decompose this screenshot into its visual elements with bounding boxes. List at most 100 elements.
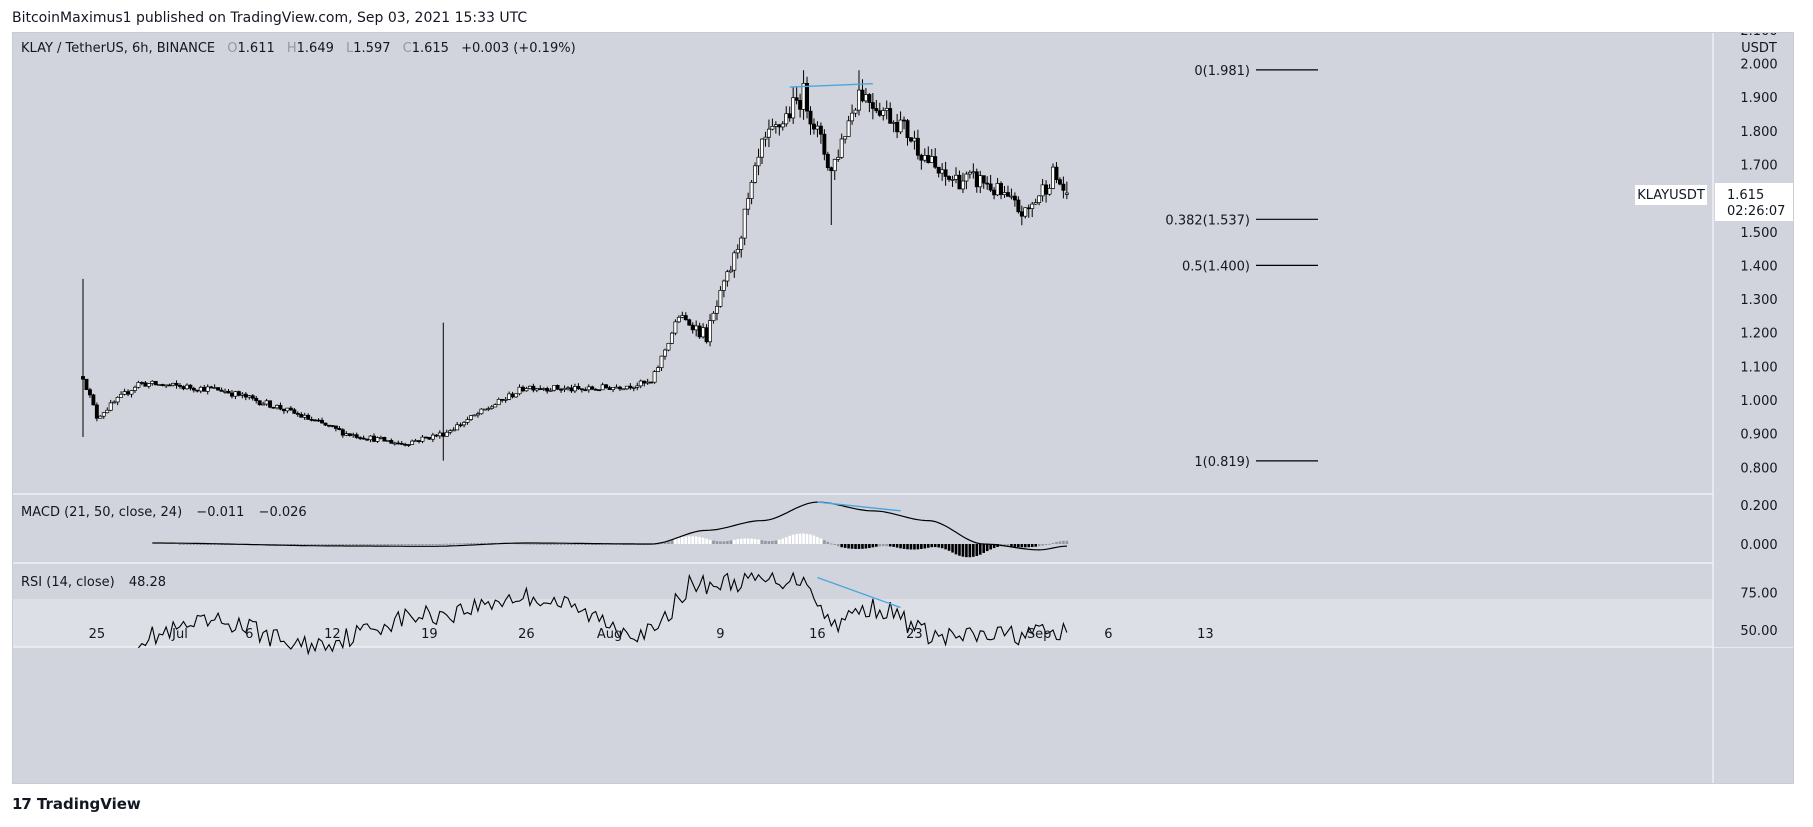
candle-body-down	[84, 378, 89, 391]
macd-histogram-bar	[854, 544, 857, 549]
candle	[1023, 207, 1028, 219]
rsi-tick-label: 50.00	[1740, 624, 1777, 639]
candle-body-down	[243, 393, 248, 398]
price-pane[interactable]	[13, 33, 1713, 494]
macd-histogram-bar	[944, 544, 947, 550]
candle-body-up	[133, 386, 137, 391]
macd-histogram-bar	[972, 544, 975, 557]
rsi-tick-label: 75.00	[1740, 587, 1777, 602]
candle-body-up	[112, 401, 117, 404]
macd-histogram-bar	[961, 544, 965, 557]
candle-body-down	[250, 395, 255, 399]
macd-histogram-bar	[597, 544, 601, 545]
candle-body-up	[784, 113, 789, 125]
candle-body-down	[178, 384, 182, 387]
time-tick-label: 9	[716, 627, 724, 642]
candle-body-up	[223, 390, 227, 393]
candle	[870, 92, 875, 120]
candle-body-down	[278, 404, 283, 410]
candle	[188, 384, 193, 391]
macd-histogram-bar	[1062, 540, 1065, 544]
macd-histogram-bar	[293, 544, 296, 545]
candle-body-up	[1033, 202, 1038, 205]
candle-body-up	[420, 436, 425, 442]
candle	[718, 286, 723, 308]
candle	[669, 331, 674, 345]
macd-histogram-bar	[587, 544, 591, 545]
candle-body-down	[126, 391, 130, 395]
candle-body-down	[794, 97, 799, 101]
macd-tick-label: 0.000	[1740, 538, 1777, 553]
candle	[288, 406, 293, 412]
candle-body-down	[888, 108, 893, 124]
candle-body-up	[995, 183, 1000, 196]
candle-body-down	[867, 94, 872, 103]
macd-histogram-bar	[802, 533, 805, 544]
candle-body-down	[576, 386, 581, 390]
macd-histogram-bar	[660, 542, 663, 544]
chart-frame[interactable]: 0(1.981) 0.382(1.537) 0.5(1.400) 1(0.819) 2…	[12, 32, 1794, 784]
candle	[874, 99, 879, 114]
candle-body-down	[687, 319, 692, 326]
tradingview-footer[interactable]: 17 TradingView	[12, 795, 141, 813]
open-key: O	[227, 41, 237, 56]
candle-body-down	[181, 386, 186, 390]
candles	[81, 70, 1069, 461]
macd-histogram-bar	[538, 543, 542, 545]
macd-histogram-bar	[965, 544, 968, 558]
macd-histogram-bar	[577, 544, 580, 545]
candle-body-down	[1061, 183, 1066, 191]
macd-histogram-bar	[618, 544, 622, 545]
price-axis[interactable]	[1714, 33, 1794, 647]
candle-body-up	[971, 171, 976, 174]
candle-body-down	[372, 435, 376, 442]
time-axis[interactable]	[13, 648, 1794, 784]
candle	[257, 400, 262, 406]
candle-body-down	[919, 154, 924, 161]
candle-body-up	[611, 387, 615, 390]
time-tick-label: Sep	[1027, 627, 1052, 642]
macd-histogram-bar	[691, 536, 695, 544]
candle-body-down	[87, 389, 92, 396]
candle-body-down	[697, 325, 702, 338]
candle	[469, 415, 473, 421]
candle	[361, 435, 366, 440]
candle-body-up	[378, 437, 383, 439]
candle	[1016, 196, 1021, 214]
low-key: L	[346, 41, 354, 56]
candle	[87, 387, 92, 398]
macd-histogram-bar	[663, 542, 667, 544]
macd-histogram-bar	[383, 544, 386, 545]
candle-body-up	[891, 121, 896, 124]
candle	[652, 370, 657, 384]
macd-histogram-bar	[299, 544, 303, 545]
macd-histogram-bar	[615, 544, 618, 545]
macd-histogram-bar	[712, 540, 715, 544]
macd-histogram-bar	[396, 544, 400, 545]
macd-histogram-bar	[784, 537, 788, 544]
macd-histogram-bar	[992, 544, 996, 549]
candle-body-up	[753, 165, 758, 183]
candle	[739, 235, 744, 258]
candle-body-up	[115, 396, 120, 403]
candle	[967, 170, 972, 179]
macd-histogram-bar	[310, 544, 313, 545]
macd-histogram-bar	[1027, 544, 1031, 548]
candle-body-down	[1026, 207, 1031, 210]
candle-body-down	[1019, 211, 1024, 217]
candle-body-down	[915, 137, 920, 156]
macd-histogram-bar	[303, 544, 307, 545]
candle	[81, 278, 85, 438]
chart-svg[interactable]: 0(1.981) 0.382(1.537) 0.5(1.400) 1(0.819) 2…	[13, 33, 1794, 784]
candle-body-up	[503, 398, 508, 401]
candle-body-up	[1051, 166, 1055, 189]
macd-histogram-bar	[590, 544, 594, 545]
candle-body-up	[718, 290, 723, 307]
candle-body-up	[164, 384, 169, 387]
price-axis-currency: USDT	[1741, 41, 1777, 56]
last-price-tag[interactable]: KLAYUSDT 1.615 02:26:07	[1635, 183, 1794, 221]
candle-body-down	[947, 176, 952, 180]
candle	[482, 408, 487, 411]
candle-body-down	[417, 440, 421, 442]
candle	[94, 402, 99, 422]
